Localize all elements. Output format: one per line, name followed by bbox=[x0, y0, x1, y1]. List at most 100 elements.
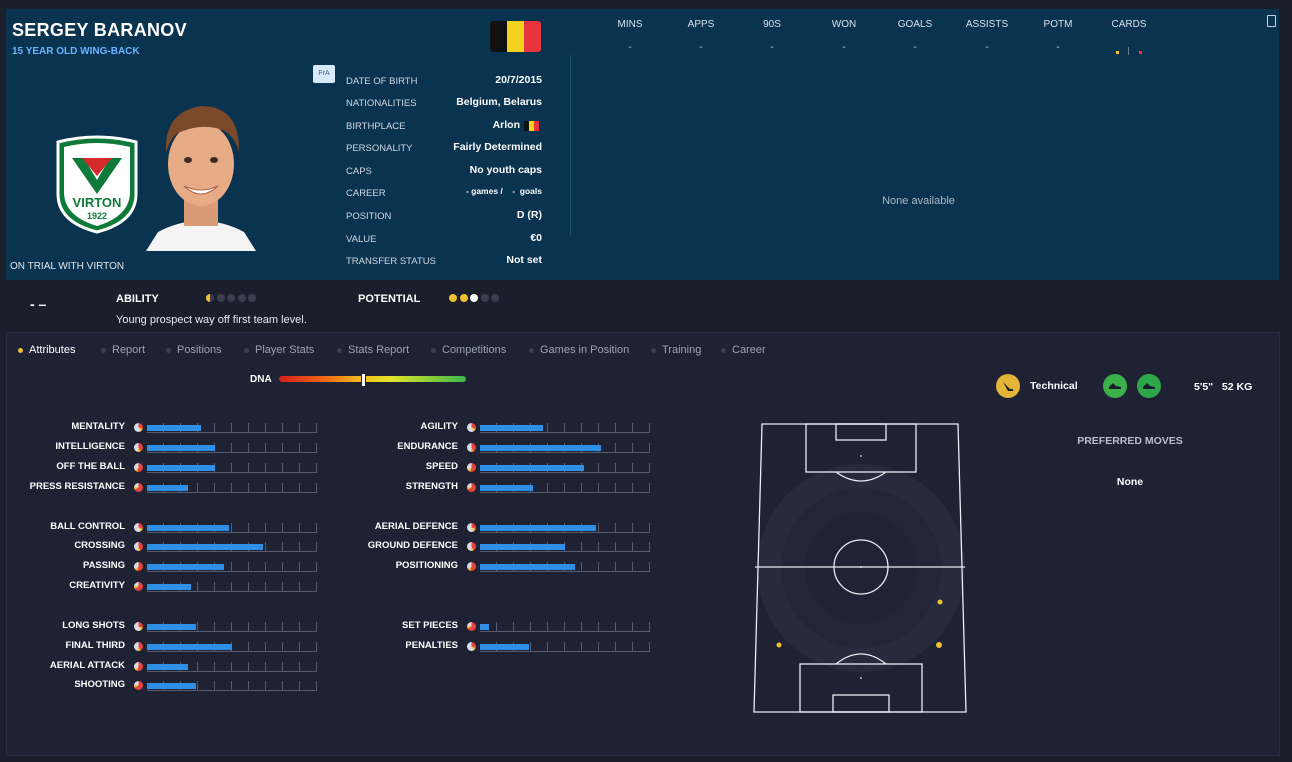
info-value: D (R) bbox=[516, 209, 542, 221]
attribute-row[interactable]: FINAL THIRD bbox=[0, 640, 317, 654]
bar-baseline bbox=[147, 432, 317, 433]
star-icon bbox=[227, 294, 235, 302]
player-header: SERGEY BARANOV 15 YEAR OLD WING-BACK FrA… bbox=[6, 9, 1279, 280]
tab-label: Attributes bbox=[29, 344, 76, 356]
svg-text:VIRTON: VIRTON bbox=[73, 195, 122, 210]
info-label: TRANSFER STATUS bbox=[346, 256, 436, 267]
tab-attributes[interactable]: Attributes bbox=[18, 344, 75, 356]
tab-label: Competitions bbox=[442, 344, 507, 356]
bar-baseline bbox=[480, 651, 650, 652]
fra-badge[interactable]: FrA bbox=[313, 65, 335, 83]
stat-header[interactable]: MINS bbox=[617, 19, 643, 30]
attribute-row[interactable]: GROUND DEFENCE bbox=[0, 540, 650, 554]
tab-bullet-icon bbox=[18, 347, 23, 353]
attribute-row[interactable]: LONG SHOTS bbox=[0, 620, 317, 634]
stat-header[interactable]: WON bbox=[831, 19, 857, 30]
attribute-label: STRENGTH bbox=[405, 481, 458, 492]
tab-positions[interactable]: Positions bbox=[166, 344, 222, 356]
attribute-label: AGILITY bbox=[420, 421, 458, 432]
attribute-row[interactable]: PASSING bbox=[0, 560, 317, 574]
stat-header[interactable]: 90S bbox=[763, 19, 781, 30]
bar-baseline bbox=[480, 532, 650, 533]
bar-baseline bbox=[480, 631, 650, 632]
attribute-bar-fill bbox=[147, 644, 232, 650]
attribute-row[interactable]: STRENGTH bbox=[0, 481, 650, 495]
attribute-row[interactable]: PRESS RESISTANCE bbox=[0, 481, 317, 495]
bar-baseline bbox=[480, 571, 650, 572]
tab-competitions[interactable]: Competitions bbox=[431, 344, 506, 356]
attribute-bar bbox=[147, 642, 317, 652]
stat-header[interactable]: CARDS bbox=[1111, 19, 1147, 30]
clipboard-icon[interactable] bbox=[1267, 15, 1276, 27]
bar-ticks bbox=[147, 642, 317, 652]
tab-stats-report[interactable]: Stats Report bbox=[337, 344, 409, 356]
attribute-row[interactable]: MENTALITY bbox=[0, 421, 317, 435]
attribute-bar-fill bbox=[147, 564, 224, 570]
attribute-row[interactable]: AERIAL ATTACK bbox=[0, 660, 317, 674]
attribute-pie-icon bbox=[134, 463, 143, 472]
attribute-bar-fill bbox=[480, 425, 543, 431]
attribute-pie-icon bbox=[134, 622, 143, 631]
attribute-row[interactable]: AGILITY bbox=[0, 421, 650, 435]
tab-bullet-icon bbox=[337, 347, 342, 353]
bar-ticks bbox=[480, 423, 650, 433]
attribute-bar bbox=[480, 483, 650, 493]
attribute-pie-icon bbox=[134, 483, 143, 492]
attribute-row[interactable]: PENALTIES bbox=[0, 640, 650, 654]
info-value: Arlon bbox=[492, 119, 520, 131]
club-crest-icon[interactable]: VIRTON 1922 bbox=[54, 134, 140, 234]
technical-icon[interactable] bbox=[996, 374, 1020, 398]
star-icon bbox=[206, 294, 214, 302]
stat-header[interactable]: POTM bbox=[1043, 19, 1073, 30]
bar-baseline bbox=[147, 452, 317, 453]
attribute-pie-icon bbox=[134, 662, 143, 671]
info-row: BIRTHPLACE Arlon bbox=[346, 117, 542, 137]
info-value: Not set bbox=[506, 254, 542, 266]
attribute-pie-icon bbox=[134, 562, 143, 571]
position-pitch[interactable] bbox=[750, 420, 972, 716]
tab-label: Training bbox=[662, 344, 702, 356]
star-icon bbox=[237, 294, 246, 302]
attribute-bar bbox=[147, 443, 317, 453]
info-value: Belgium, Belarus bbox=[456, 96, 542, 108]
tab-player-stats[interactable]: Player Stats bbox=[244, 344, 314, 356]
attribute-label: GROUND DEFENCE bbox=[367, 540, 458, 551]
attribute-row[interactable]: SHOOTING bbox=[0, 679, 317, 693]
attribute-row[interactable]: SPEED bbox=[0, 461, 650, 475]
attribute-row[interactable]: SET PIECES bbox=[0, 620, 650, 634]
attribute-label: SHOOTING bbox=[74, 679, 125, 690]
attribute-label: PASSING bbox=[82, 560, 125, 571]
attribute-row[interactable]: CREATIVITY bbox=[0, 580, 317, 594]
attribute-row[interactable]: ENDURANCE bbox=[0, 441, 650, 455]
bar-ticks bbox=[147, 582, 317, 592]
attribute-row[interactable]: BALL CONTROL bbox=[0, 521, 317, 535]
attribute-row[interactable]: AERIAL DEFENCE bbox=[0, 521, 650, 535]
attribute-pie-icon bbox=[467, 562, 476, 571]
attribute-row[interactable]: OFF THE BALL bbox=[0, 461, 317, 475]
height-weight: 5'5" 52 KG bbox=[1194, 381, 1253, 393]
tab-career[interactable]: Career bbox=[721, 344, 766, 356]
attribute-row[interactable]: CROSSING bbox=[0, 540, 317, 554]
star-icon bbox=[491, 294, 499, 302]
attribute-row[interactable]: POSITIONING bbox=[0, 560, 650, 574]
attribute-row[interactable]: INTELLIGENCE bbox=[0, 441, 317, 455]
tab-training[interactable]: Training bbox=[651, 344, 701, 356]
attribute-bar bbox=[147, 622, 317, 632]
attribute-pie-icon bbox=[467, 423, 476, 432]
attribute-label: INTELLIGENCE bbox=[55, 441, 125, 452]
info-value: - games / - goals bbox=[465, 186, 542, 196]
stat-header[interactable]: ASSISTS bbox=[965, 19, 1009, 30]
tab-report[interactable]: Report bbox=[101, 344, 145, 356]
attribute-bar bbox=[147, 562, 317, 572]
bar-baseline bbox=[147, 492, 317, 493]
stat-header[interactable]: APPS bbox=[687, 19, 715, 30]
tab-games-in-position[interactable]: Games in Position bbox=[529, 344, 629, 356]
attribute-bar bbox=[147, 423, 317, 433]
tab-bullet-icon bbox=[721, 347, 726, 353]
stat-header[interactable]: GOALS bbox=[897, 19, 933, 30]
attribute-bar-fill bbox=[147, 664, 188, 670]
bar-ticks bbox=[147, 423, 317, 433]
stat-value: - bbox=[699, 42, 703, 53]
position-dot bbox=[776, 642, 782, 648]
attribute-pie-icon bbox=[467, 542, 476, 551]
